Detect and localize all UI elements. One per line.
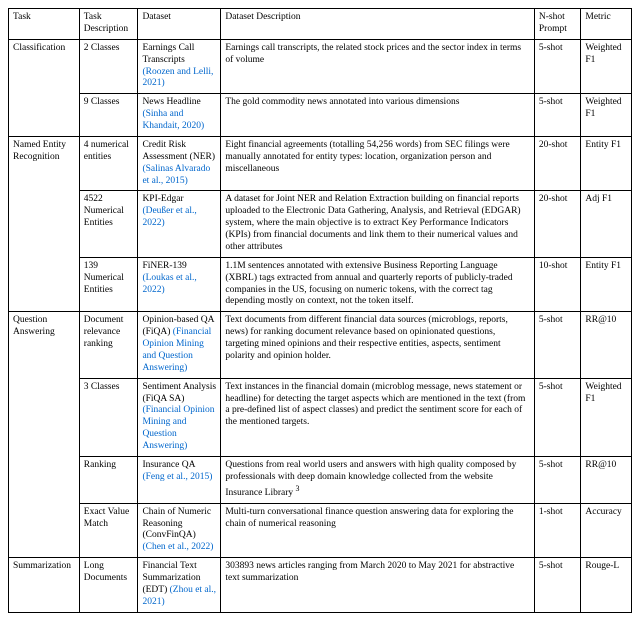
- col-taskdesc: Task Description: [79, 9, 138, 40]
- table-row: Summarization Long Documents Financial T…: [9, 558, 632, 613]
- citation: (Feng et al., 2015): [142, 472, 212, 482]
- cell-nshot: 10-shot: [534, 257, 581, 312]
- cell-nshot: 1-shot: [534, 503, 581, 558]
- cell-datasetdesc: The gold commodity news annotated into v…: [221, 94, 535, 137]
- cell-nshot: 5-shot: [534, 558, 581, 613]
- cell-dataset: Sentiment Analysis (FiQA SA) (Financial …: [138, 378, 221, 456]
- citation: (Deußer et al., 2022): [142, 206, 196, 228]
- citation: (Financial Opinion Mining and Question A…: [142, 405, 214, 451]
- cell-datasetdesc: 303893 news articles ranging from March …: [221, 558, 535, 613]
- table-row: 3 Classes Sentiment Analysis (FiQA SA) (…: [9, 378, 632, 456]
- cell-taskdesc: Ranking: [79, 456, 138, 503]
- cell-nshot: 5-shot: [534, 456, 581, 503]
- citation: (Roozen and Lelli, 2021): [142, 67, 213, 89]
- cell-metric: Weighted F1: [581, 94, 632, 137]
- task-cell-qa: Question Answering: [9, 312, 80, 558]
- table-row: Classification 2 Classes Earnings Call T…: [9, 39, 632, 94]
- cell-taskdesc: 3 Classes: [79, 378, 138, 456]
- cell-metric: Accuracy: [581, 503, 632, 558]
- cell-nshot: 5-shot: [534, 39, 581, 94]
- cell-datasetdesc: Text documents from different financial …: [221, 312, 535, 378]
- cell-dataset: FiNER-139 (Loukas et al., 2022): [138, 257, 221, 312]
- cell-taskdesc: Exact Value Match: [79, 503, 138, 558]
- table-row: Exact Value Match Chain of Numeric Reaso…: [9, 503, 632, 558]
- cell-dataset: KPI-Edgar (Deußer et al., 2022): [138, 191, 221, 257]
- cell-metric: RR@10: [581, 312, 632, 378]
- col-nshot: N-shot Prompt: [534, 9, 581, 40]
- footnote-ref: 3: [296, 484, 300, 493]
- cell-metric: Adj F1: [581, 191, 632, 257]
- cell-taskdesc: 2 Classes: [79, 39, 138, 94]
- cell-dataset: Financial Text Summarization (EDT) (Zhou…: [138, 558, 221, 613]
- cell-metric: Entity F1: [581, 136, 632, 191]
- cell-nshot: 20-shot: [534, 136, 581, 191]
- header-row: Task Task Description Dataset Dataset De…: [9, 9, 632, 40]
- citation: (Loukas et al., 2022): [142, 273, 196, 295]
- cell-nshot: 20-shot: [534, 191, 581, 257]
- cell-dataset: Opinion-based QA (FiQA) (Financial Opini…: [138, 312, 221, 378]
- table-row: Question Answering Document relevance ra…: [9, 312, 632, 378]
- cell-taskdesc: Long Documents: [79, 558, 138, 613]
- cell-taskdesc: 4 numerical entities: [79, 136, 138, 191]
- task-cell-summ: Summarization: [9, 558, 80, 613]
- cell-datasetdesc: Text instances in the financial domain (…: [221, 378, 535, 456]
- cell-nshot: 5-shot: [534, 312, 581, 378]
- col-task: Task: [9, 9, 80, 40]
- task-cell-ner: Named Entity Recognition: [9, 136, 80, 311]
- table-row: Named Entity Recognition 4 numerical ent…: [9, 136, 632, 191]
- cell-metric: Weighted F1: [581, 378, 632, 456]
- cell-datasetdesc: A dataset for Joint NER and Relation Ext…: [221, 191, 535, 257]
- cell-dataset: Credit Risk Assessment (NER) (Salinas Al…: [138, 136, 221, 191]
- cell-taskdesc: Document relevance ranking: [79, 312, 138, 378]
- cell-dataset: Chain of Numeric Reasoning (ConvFinQA) (…: [138, 503, 221, 558]
- table-row: Ranking Insurance QA (Feng et al., 2015)…: [9, 456, 632, 503]
- citation: (Salinas Alvarado et al., 2015): [142, 164, 210, 186]
- cell-metric: Rouge-L: [581, 558, 632, 613]
- table-row: 139 Numerical Entities FiNER-139 (Loukas…: [9, 257, 632, 312]
- cell-datasetdesc: Multi-turn conversational finance questi…: [221, 503, 535, 558]
- cell-dataset: News Headline (Sinha and Khandait, 2020): [138, 94, 221, 137]
- cell-taskdesc: 9 Classes: [79, 94, 138, 137]
- citation: (Sinha and Khandait, 2020): [142, 109, 204, 131]
- cell-taskdesc: 139 Numerical Entities: [79, 257, 138, 312]
- cell-datasetdesc: Questions from real world users and answ…: [221, 456, 535, 503]
- cell-metric: Weighted F1: [581, 39, 632, 94]
- col-metric: Metric: [581, 9, 632, 40]
- cell-metric: RR@10: [581, 456, 632, 503]
- table-row: 9 Classes News Headline (Sinha and Khand…: [9, 94, 632, 137]
- col-dataset: Dataset: [138, 9, 221, 40]
- cell-dataset: Earnings Call Transcripts (Roozen and Le…: [138, 39, 221, 94]
- cell-nshot: 5-shot: [534, 378, 581, 456]
- cell-dataset: Insurance QA (Feng et al., 2015): [138, 456, 221, 503]
- col-datasetdesc: Dataset Description: [221, 9, 535, 40]
- cell-datasetdesc: Eight financial agreements (totalling 54…: [221, 136, 535, 191]
- cell-datasetdesc: Earnings call transcripts, the related s…: [221, 39, 535, 94]
- cell-datasetdesc: 1.1M sentences annotated with extensive …: [221, 257, 535, 312]
- cell-metric: Entity F1: [581, 257, 632, 312]
- task-cell-classification: Classification: [9, 39, 80, 136]
- cell-taskdesc: 4522 Numerical Entities: [79, 191, 138, 257]
- benchmark-table: Task Task Description Dataset Dataset De…: [8, 8, 632, 613]
- cell-nshot: 5-shot: [534, 94, 581, 137]
- table-row: 4522 Numerical Entities KPI-Edgar (Deuße…: [9, 191, 632, 257]
